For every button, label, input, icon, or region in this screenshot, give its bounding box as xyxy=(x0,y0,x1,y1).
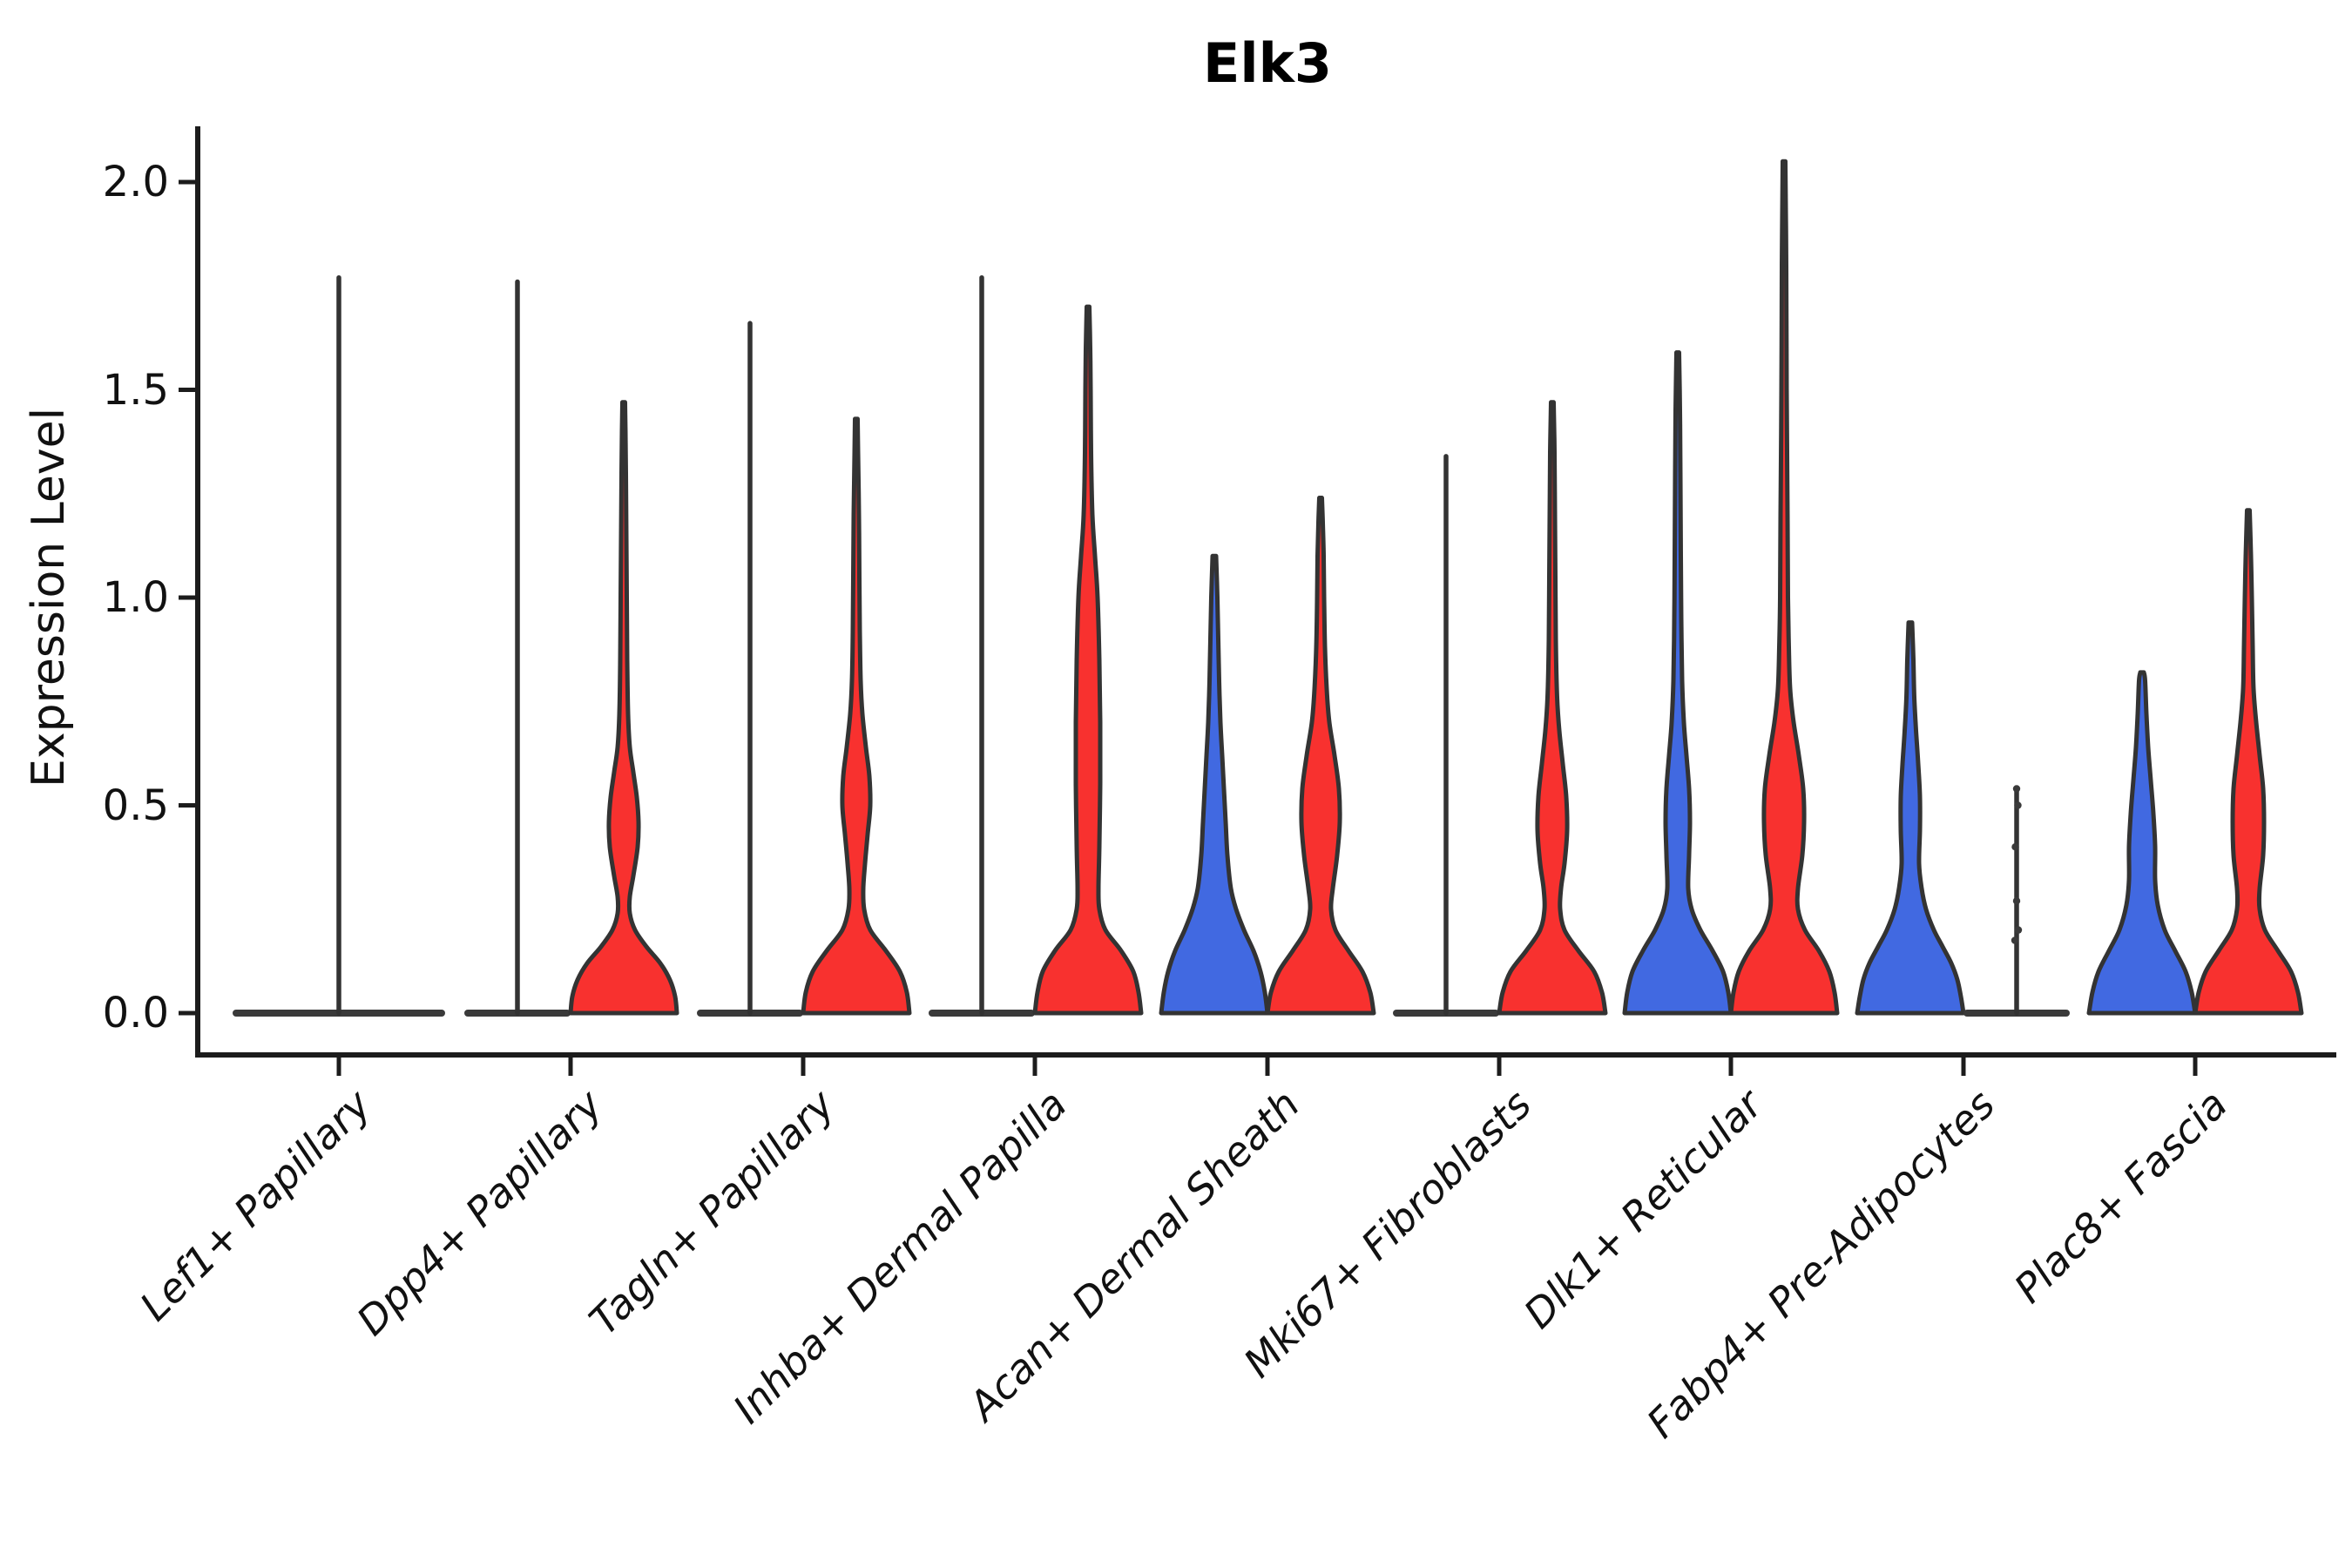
violin xyxy=(1265,496,1376,1016)
y-tick-label: 1.5 xyxy=(102,365,169,415)
jitter-point xyxy=(2011,843,2019,851)
violin xyxy=(1855,620,1966,1016)
y-tick-label: 0.5 xyxy=(102,781,169,830)
jitter-point xyxy=(2014,801,2022,809)
y-tick-label: 0.0 xyxy=(102,989,169,1037)
y-tick-label: 1.0 xyxy=(102,573,169,622)
violin xyxy=(801,416,912,1016)
jitter-point xyxy=(2012,897,2021,905)
violin xyxy=(2086,670,2198,1016)
jitter-point xyxy=(2011,936,2019,944)
violin xyxy=(1728,159,1840,1016)
violin xyxy=(1032,304,1144,1016)
chart-title: Elk3 xyxy=(1203,31,1332,95)
jitter-point xyxy=(2014,926,2023,934)
violin xyxy=(1497,400,1608,1016)
violin xyxy=(568,400,679,1016)
violin xyxy=(2193,508,2304,1016)
jitter-point xyxy=(2012,785,2021,793)
violin xyxy=(1622,350,1734,1016)
violin xyxy=(1159,553,1270,1016)
y-tick-label: 2.0 xyxy=(102,158,169,206)
